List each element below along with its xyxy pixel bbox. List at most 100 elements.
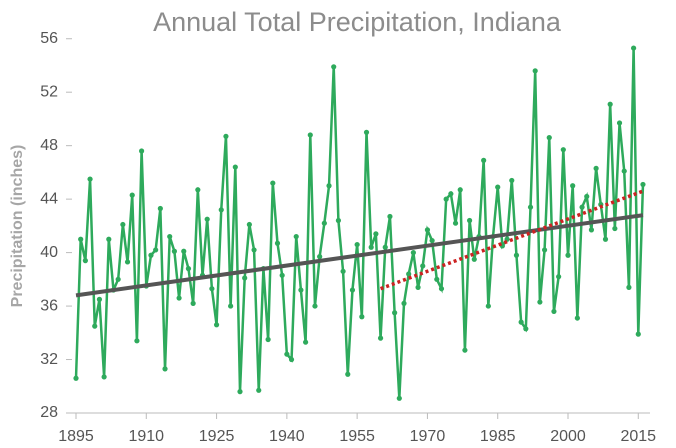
data-point [190, 300, 196, 306]
data-point [392, 310, 398, 316]
data-point [546, 135, 552, 141]
data-point [434, 276, 440, 282]
y-tick-label: 52 [40, 83, 58, 100]
data-point [509, 177, 515, 184]
data-point [570, 183, 576, 189]
data-point [134, 338, 140, 344]
data-point [288, 356, 295, 363]
data-point [312, 303, 318, 309]
data-point [588, 227, 595, 233]
data-point [457, 187, 463, 193]
data-point [171, 248, 177, 254]
data-point [373, 231, 379, 237]
data-point [382, 244, 388, 250]
data-point [415, 284, 421, 290]
data-point [396, 395, 402, 401]
data-point [631, 45, 637, 51]
data-point [518, 319, 524, 325]
data-point [331, 64, 337, 70]
data-point [359, 314, 365, 320]
x-tick-label: 1895 [58, 428, 94, 445]
data-point [579, 204, 585, 210]
data-point [565, 252, 571, 258]
data-point [532, 68, 538, 74]
data-point [354, 241, 360, 248]
data-point [621, 168, 627, 174]
data-point [303, 339, 309, 345]
data-point [167, 233, 173, 240]
data-point [448, 191, 454, 197]
data-point [420, 263, 426, 269]
data-point [326, 183, 332, 189]
data-point [176, 295, 182, 301]
data-point [232, 164, 238, 170]
data-point [368, 244, 374, 250]
data-point [363, 129, 370, 135]
y-tick-label: 44 [40, 190, 58, 207]
data-point [87, 176, 93, 182]
data-point [181, 248, 187, 254]
data-point [321, 220, 327, 226]
data-point [523, 326, 529, 332]
x-tick-label: 1925 [199, 428, 235, 445]
data-point [471, 256, 477, 262]
data-point [462, 347, 468, 353]
x-tick-label: 1985 [480, 428, 516, 445]
data-point [242, 275, 248, 281]
data-point [124, 259, 131, 265]
data-point [279, 272, 285, 278]
data-point [237, 389, 243, 395]
data-point [78, 236, 84, 242]
data-point [270, 180, 276, 186]
x-tick-label: 1940 [269, 428, 305, 445]
data-point [82, 258, 88, 264]
data-point [185, 266, 192, 272]
data-point [317, 254, 323, 260]
data-point [527, 204, 534, 210]
data-point [626, 284, 632, 290]
data-point [101, 374, 107, 380]
data-point [640, 181, 646, 188]
data-point [401, 300, 407, 306]
data-point [537, 299, 543, 305]
data-line [74, 48, 645, 399]
data-point [481, 157, 487, 163]
data-point [406, 271, 412, 277]
trend-line [75, 213, 644, 298]
x-tick-label: 1910 [128, 428, 164, 445]
data-point [560, 147, 566, 153]
data-point [228, 303, 234, 309]
data-point [429, 237, 435, 244]
data-point [452, 220, 459, 226]
data-point [148, 252, 154, 258]
data-point [349, 287, 356, 293]
data-point [340, 268, 346, 274]
data-point [387, 213, 393, 220]
data-point [612, 225, 618, 232]
data-point [467, 217, 473, 224]
y-tick-label: 48 [40, 137, 58, 154]
data-point [284, 351, 290, 357]
data-point [223, 133, 229, 139]
data-point [616, 120, 623, 126]
x-tick-label: 2015 [620, 428, 656, 445]
data-point [377, 335, 384, 341]
y-tick-label: 36 [40, 297, 58, 314]
data-point [265, 336, 271, 343]
data-point [593, 165, 599, 171]
data-point [246, 221, 252, 228]
x-tick-label: 1955 [339, 428, 375, 445]
data-point [96, 296, 103, 302]
y-tick-label: 32 [40, 351, 58, 368]
data-point [607, 101, 613, 107]
data-point [120, 221, 126, 228]
data-point [153, 247, 159, 253]
data-point [115, 276, 121, 282]
data-point [424, 227, 431, 233]
data-point [218, 207, 224, 213]
x-tick-label: 1970 [410, 428, 446, 445]
data-point [209, 286, 215, 292]
data-point [443, 196, 449, 202]
